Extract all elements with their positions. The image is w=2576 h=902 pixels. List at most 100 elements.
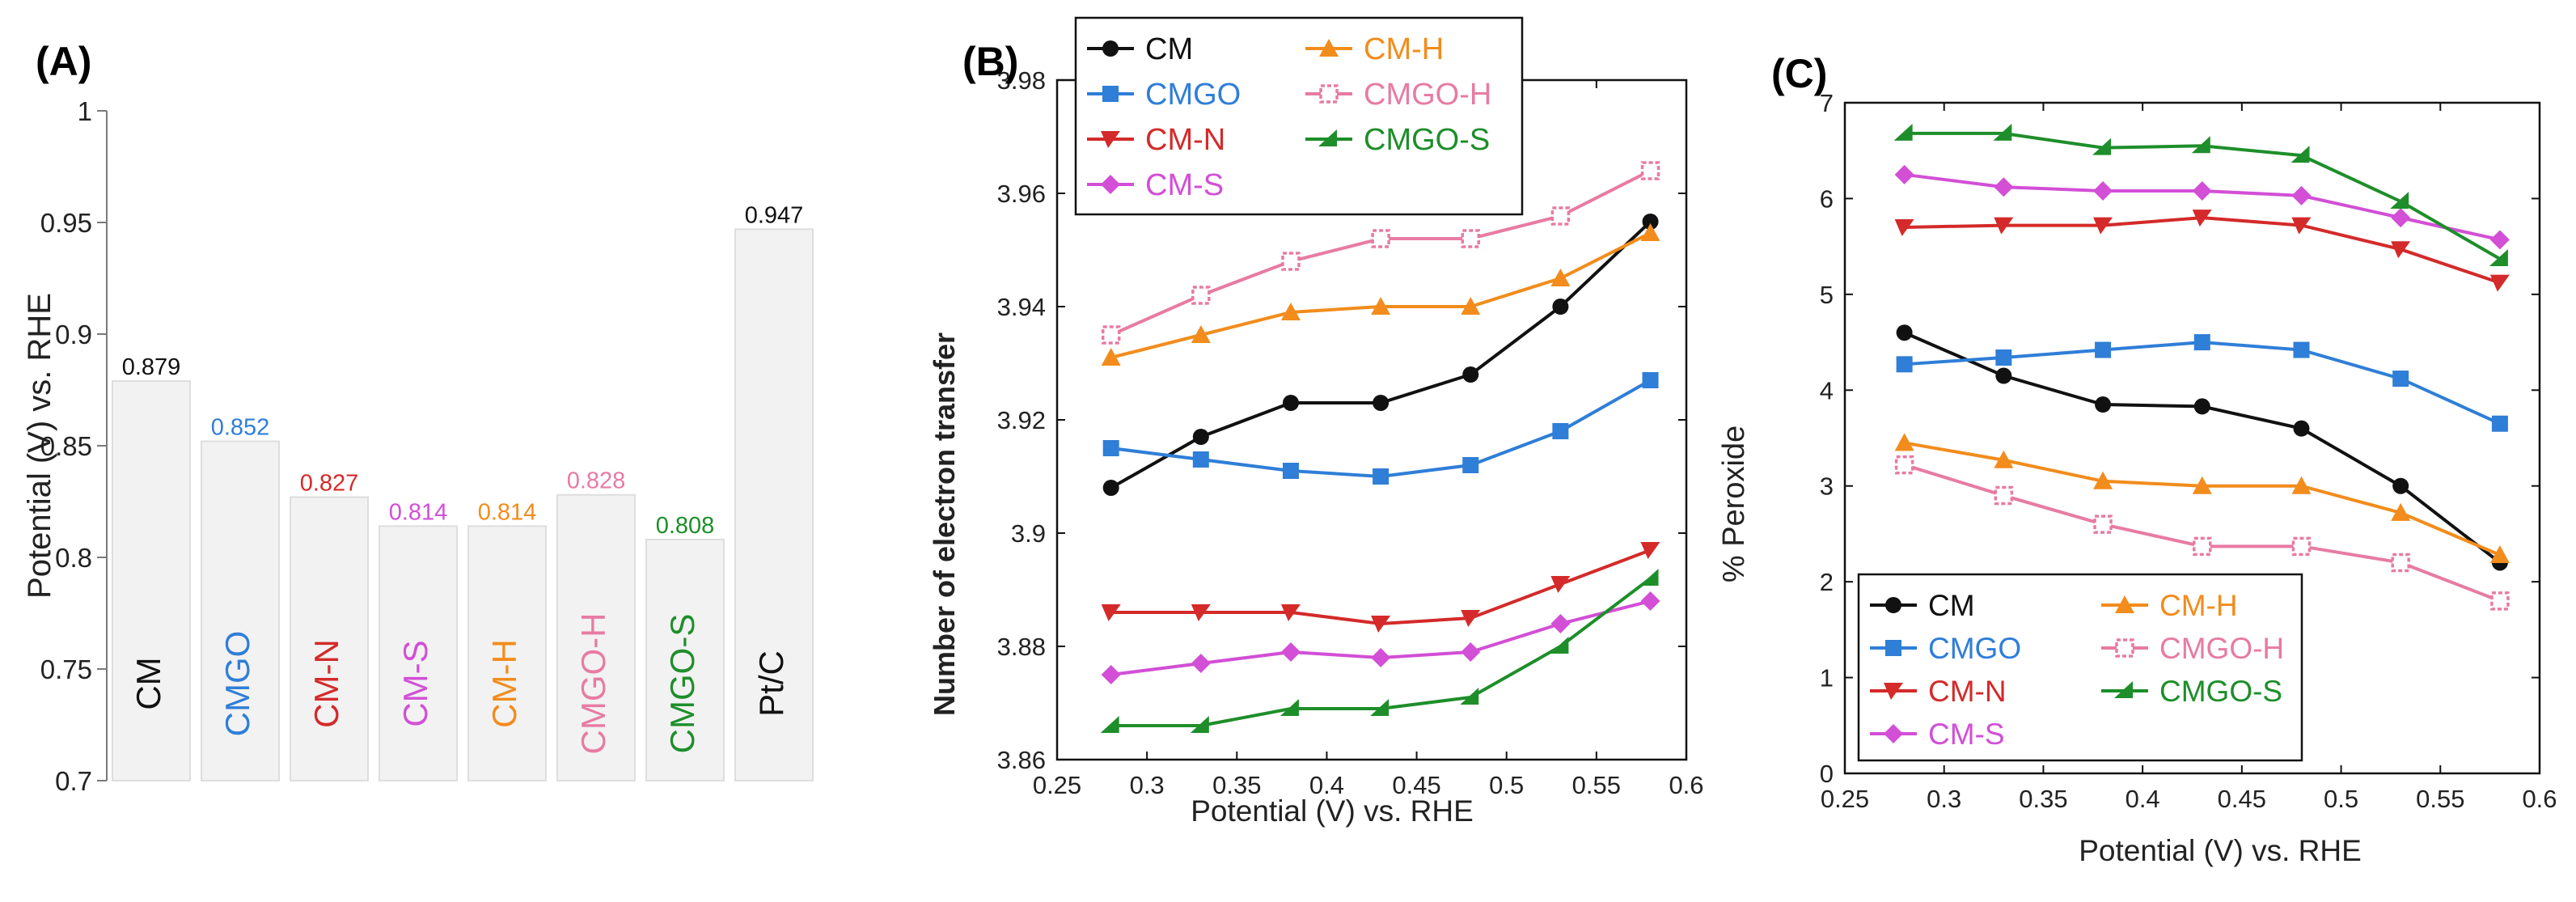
panel-a-bar-cmgo-s [645,538,725,781]
panel-c-legend: CM CMGO CM-N CM-S CM-H CMGO-H CMGO-S [1857,573,2303,762]
panel-a-bar-cmgo-h [556,493,636,781]
c-y-tick-label: 3 [1820,472,1834,501]
b-line-cm-n [1110,548,1652,626]
b-point-cm [1642,214,1659,230]
c-y-tick-label: 5 [1820,281,1834,309]
b-point-cmgo [1102,440,1119,456]
b-point-cmgo-h [1371,229,1390,248]
c-point-cmgo-s [2290,146,2310,163]
panel-a-y-tick-label: 0.95 [40,208,92,238]
c-point-cmgo [2293,341,2310,358]
b-point-cm-s [1640,591,1660,611]
c-legend-swatch-marker [1885,597,1901,613]
c-legend-entry-cm-h: CM-H [2101,589,2238,622]
c-point-cm-n [2489,274,2510,292]
c-series-cm-s [1894,164,2510,250]
panel-a-y-axis-label: Potential (V) vs. RHE [22,293,57,599]
c-legend-entry-cm-s: CM-S [1870,718,2005,751]
c-x-tick-label: 0.6 [2522,785,2557,813]
b-point-cm-n [1550,576,1571,593]
c-point-cm-n [2093,217,2113,235]
panel-a-bar-value-cmgo: 0.852 [211,414,270,440]
c-y-tick-label: 1 [1820,664,1834,692]
c-legend-entry-cm: CM [1870,589,1975,622]
c-legend-label-cm-h: CM-H [2159,589,2238,622]
c-x-tick-label: 0.55 [2416,785,2464,813]
b-series-cmgo-h [1101,161,1660,345]
b-legend-label-cm-h: CM-H [1364,32,1444,66]
b-point-cm-n [1101,604,1121,621]
c-plot-frame [1843,101,2541,775]
c-point-cmgo-h [2193,536,2212,557]
b-point-cmgo-h [1461,229,1481,248]
panel-a-bar-value-cm: 0.879 [122,354,181,380]
b-point-cmgo-h [1101,325,1121,345]
b-point-cm-h [1371,297,1391,315]
c-series-cmgo-s [1893,123,2508,267]
c-point-cm [2392,477,2409,494]
c-point-cm-h [2489,544,2510,563]
c-point-cmgo-h [2391,553,2410,573]
panel-a-bar-value-cm-s: 0.814 [389,499,448,525]
b-point-cmgo [1282,463,1299,479]
panel-c-x-axis-label: Potential (V) vs. RHE [2079,834,2362,867]
b-legend-label-cm: CM [1145,32,1193,66]
c-legend-entry-cmgo-s: CMGO-S [2101,675,2282,708]
c-line-cm-n [1904,216,2501,285]
c-point-cm-h [1994,450,2014,468]
c-point-cmgo [1896,356,1913,373]
panel-a: 0.879 CM 0.852 CMGO 0.827 CM-N 0.814 CM-S 0.814 C… [22,39,820,796]
panel-c-series [1893,123,2510,611]
b-legend-swatch-marker [1319,84,1339,104]
b-series-cmgo [1102,372,1659,485]
panel-a-bar-cm-n [290,496,369,781]
panel-a-bar-value-cm-n: 0.827 [300,470,359,496]
c-point-cmgo-h [2291,536,2312,557]
b-legend-entry-cm: CM [1087,32,1193,66]
b-y-tick-label: 3.86 [997,746,1046,774]
b-point-cm-n [1461,610,1481,627]
c-point-cm-s [1894,164,1914,184]
c-point-cm-s [2489,230,2510,250]
c-legend-swatch-marker [2114,681,2133,698]
b-point-cm-h [1640,223,1660,241]
b-legend-label-cmgo-h: CMGO-H [1364,78,1491,112]
b-point-cm-s [1280,642,1301,662]
c-point-cmgo-s [2191,136,2210,154]
c-legend-box [1857,573,2303,762]
b-legend-label-cmgo: CMGO [1145,78,1241,112]
panel-a-y-tick-label: 0.85 [40,431,92,461]
c-legend-label-cmgo: CMGO [1928,632,2021,665]
c-point-cm-s [2391,208,2411,228]
c-point-cmgo-s [1993,123,2012,141]
c-x-tick-label: 0.35 [2019,785,2067,813]
c-point-cmgo-s [2489,249,2508,267]
b-series-cm [1102,214,1659,496]
b-point-cmgo [1462,457,1479,473]
b-legend-entry-cmgo: CMGO [1087,78,1241,112]
c-line-cm [1903,331,2502,565]
b-point-cmgo-s [1460,688,1479,705]
c-x-tick-label: 0.5 [2324,785,2358,813]
b-y-tick-label: 3.96 [997,180,1046,208]
c-series-cm-n [1894,210,2510,292]
c-legend-entry-cmgo-h: CMGO-H [2101,632,2284,665]
panel-a-bars: 0.879 CM 0.852 CMGO 0.827 CM-N 0.814 CM-S 0.814 C… [112,202,814,781]
b-legend-swatch-marker [1319,39,1339,57]
b-x-tick-label: 0.45 [1392,771,1440,799]
b-legend-entry-cmgo-h: CMGO-H [1305,78,1491,112]
c-point-cm-n [1994,217,2014,235]
c-y-tick-label: 2 [1820,568,1834,596]
c-point-cm [2095,396,2112,413]
b-point-cmgo-h [1281,252,1301,271]
b-x-tick-label: 0.6 [1669,771,1703,799]
c-point-cm-h [2391,502,2411,521]
panel-a-category-label-cmgo-s: CMGO-S [663,614,701,754]
b-legend-swatch-marker [1101,175,1120,194]
panel-a-y-tick-label: 0.9 [55,320,92,349]
panel-b: 0.25 0.3 0.35 0.4 0.45 0.5 0.55 0.6 3.86 3.88 3.9 3… [928,16,1704,828]
c-point-cm-h [2093,471,2113,489]
b-legend-label-cmgo-s: CMGO-S [1364,123,1490,157]
c-legend-swatch-marker [1884,683,1903,700]
b-point-cm [1373,395,1390,411]
